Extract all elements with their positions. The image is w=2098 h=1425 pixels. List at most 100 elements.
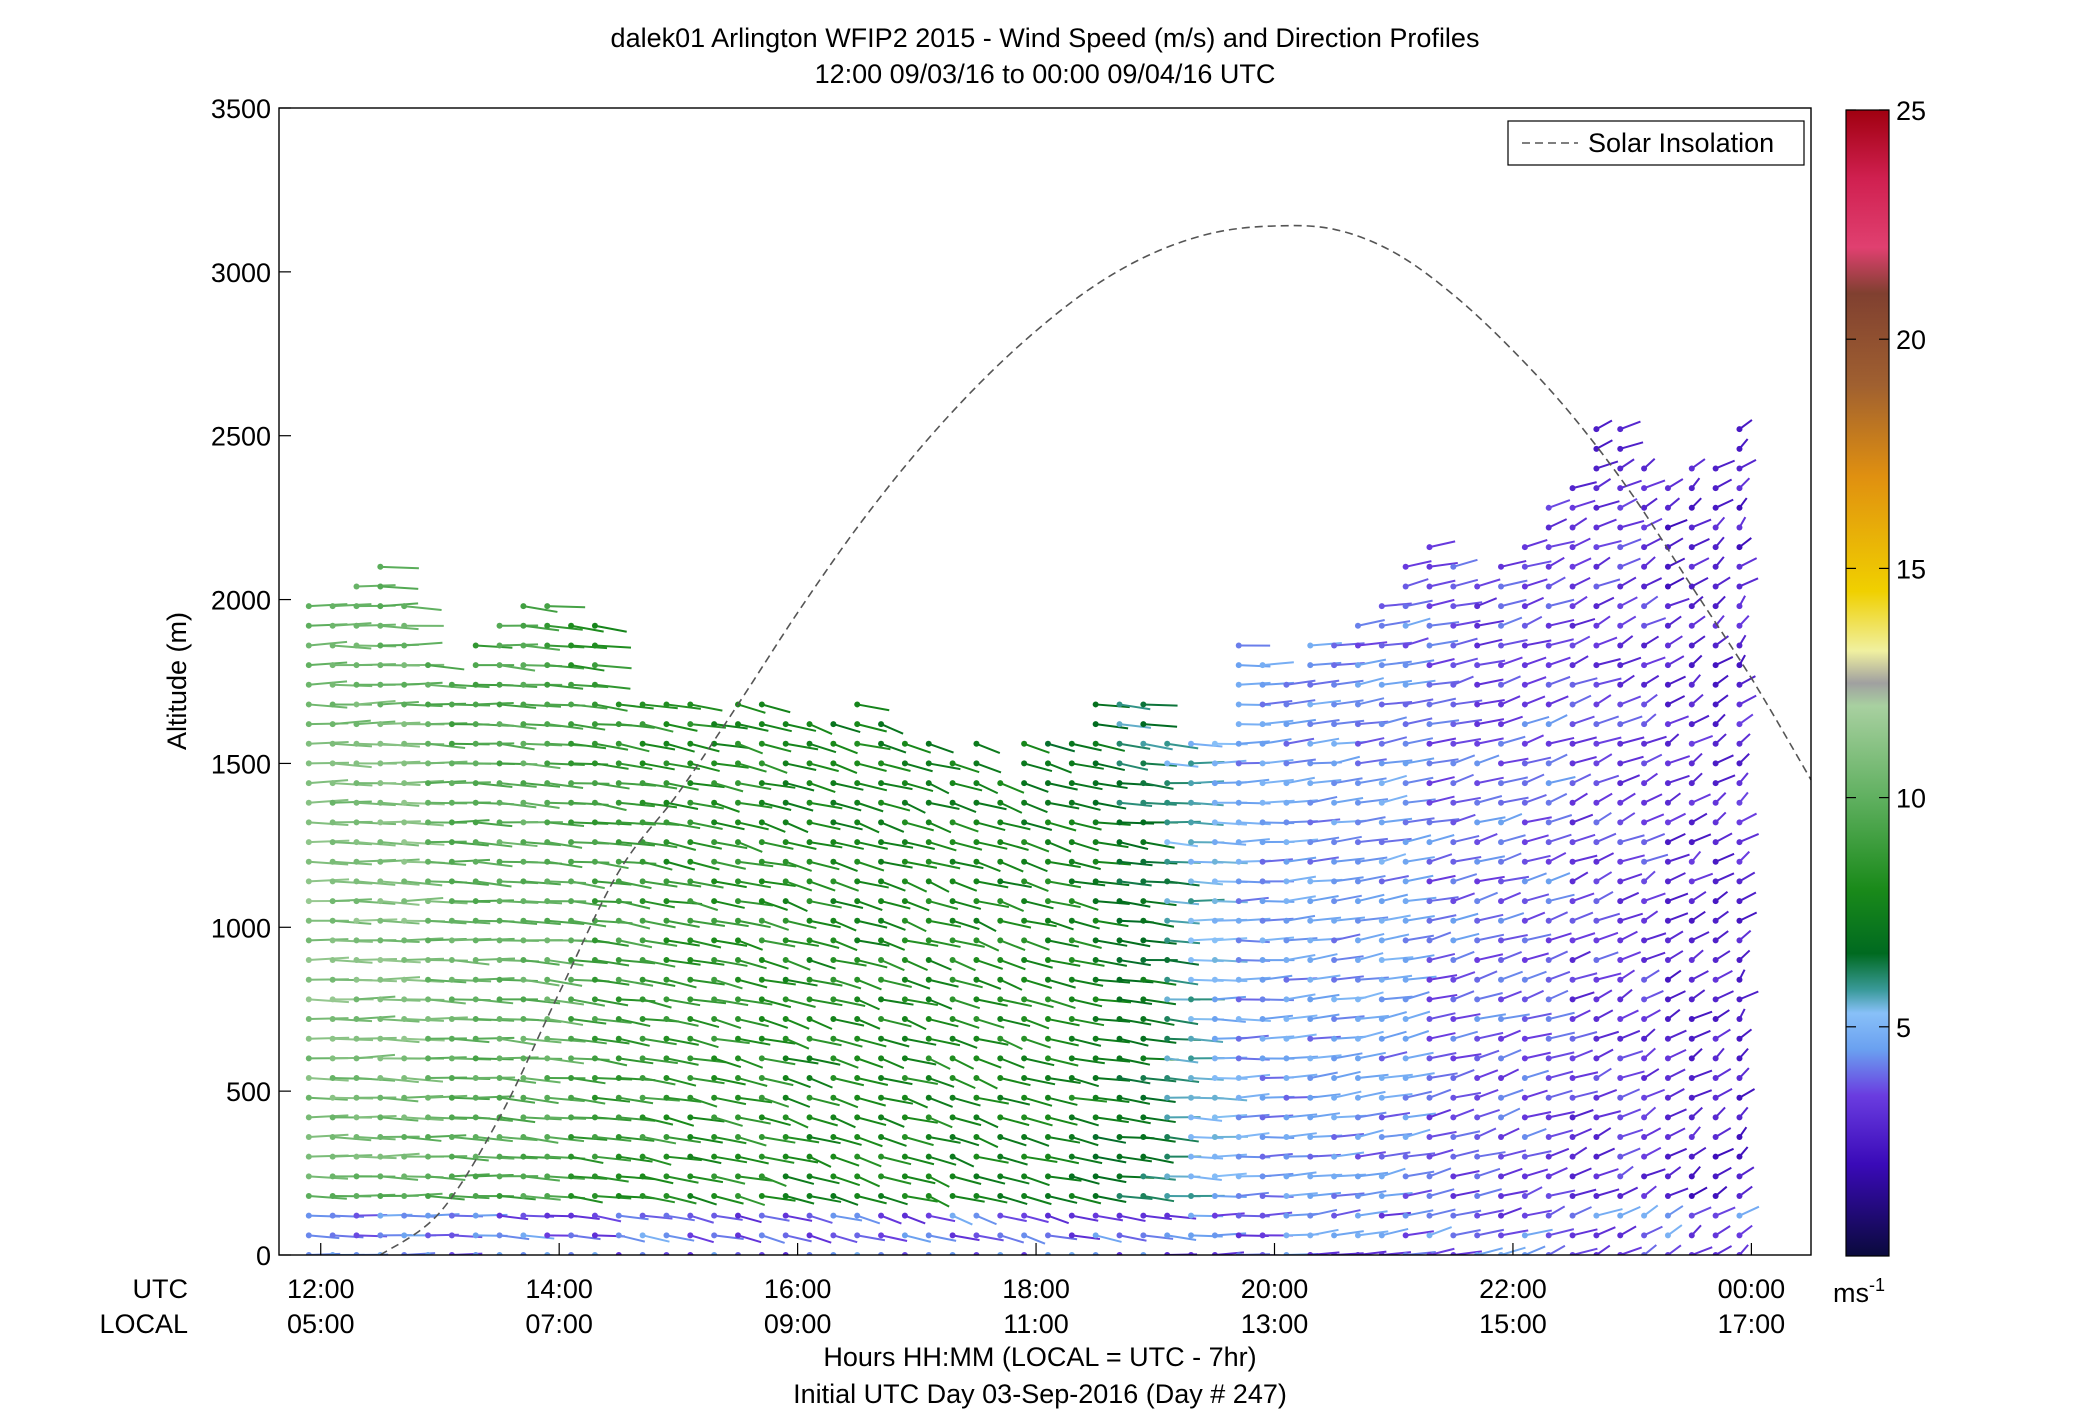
wind-barb-head <box>1378 721 1385 728</box>
wind-barb-head <box>1712 681 1719 688</box>
wind-barb <box>1334 857 1365 863</box>
wind-barb <box>1524 1245 1546 1255</box>
wind-barb <box>1572 736 1597 745</box>
wind-barb <box>880 880 906 892</box>
wind-barb-head <box>1354 1094 1361 1101</box>
wind-barb-head <box>1545 1055 1552 1062</box>
wind-barb <box>809 1214 833 1224</box>
wind-barb-head <box>1712 740 1719 747</box>
wind-barb-head <box>1283 1114 1290 1121</box>
wind-barb-head <box>1378 642 1385 649</box>
wind-barb-head <box>1307 1035 1314 1042</box>
wind-barb <box>904 978 931 990</box>
wind-barb-head <box>1593 996 1600 1003</box>
wind-barb-head <box>1712 957 1719 964</box>
wind-barb <box>1453 1228 1481 1237</box>
wind-barb <box>1643 617 1667 627</box>
wind-barb-head <box>1354 799 1361 806</box>
wind-barb-head <box>1307 1094 1314 1101</box>
wind-barb-head <box>1593 1252 1600 1255</box>
wind-barb-head <box>520 1094 527 1101</box>
wind-barb-head <box>735 740 742 747</box>
wind-barb-head <box>305 898 312 905</box>
wind-barb <box>1119 860 1153 867</box>
wind-barb <box>880 1096 914 1105</box>
wind-barb-head <box>806 721 813 728</box>
wind-barb-head <box>1545 937 1552 944</box>
wind-barb-head <box>1688 1016 1695 1023</box>
wind-barb-head <box>401 681 408 688</box>
wind-barb-head <box>1545 1212 1552 1219</box>
wind-barb <box>570 624 604 633</box>
wind-barb-head <box>353 780 360 787</box>
wind-barb-head <box>1688 485 1695 492</box>
wind-barb-head <box>1164 996 1171 1003</box>
wind-barb <box>1310 953 1338 962</box>
wind-barb-head <box>925 1094 932 1101</box>
wind-barb <box>1453 578 1479 588</box>
wind-barb-head <box>925 740 932 747</box>
wind-barb-head <box>1211 780 1218 787</box>
wind-barb <box>404 641 443 647</box>
wind-barb <box>1453 1130 1481 1139</box>
wind-barb <box>1596 931 1619 942</box>
wind-barb <box>404 1094 444 1099</box>
wind-barb <box>1405 1051 1434 1060</box>
wind-barb <box>1310 1112 1341 1119</box>
wind-barb-head <box>1211 996 1218 1003</box>
wind-barb-head <box>401 839 408 846</box>
wind-barb-head <box>544 1055 551 1062</box>
wind-barb-head <box>425 1252 432 1255</box>
wind-barb <box>666 880 702 888</box>
wind-barb-head <box>1354 1173 1361 1180</box>
wind-barb-head <box>1307 996 1314 1003</box>
wind-barb <box>1143 1155 1174 1164</box>
wind-barb-head <box>925 1134 932 1141</box>
wind-barb-head <box>901 957 908 964</box>
wind-barb-head <box>1188 1212 1195 1219</box>
wind-barb-head <box>830 898 837 905</box>
wind-barb-head <box>1259 957 1266 964</box>
wind-barb-head <box>1593 1134 1600 1141</box>
wind-barb <box>856 801 884 813</box>
wind-barb-head <box>1498 780 1505 787</box>
wind-barb-head <box>1283 917 1290 924</box>
wind-barb-head <box>425 1016 432 1023</box>
wind-barb-head <box>1354 1212 1361 1219</box>
wind-barb <box>1619 615 1637 627</box>
wind-barb-head <box>377 740 384 747</box>
wind-barb <box>856 1116 887 1127</box>
wind-barb <box>1548 1147 1570 1158</box>
wind-barb <box>713 1077 746 1086</box>
wind-barb <box>1500 1149 1527 1158</box>
wind-barb-head <box>353 917 360 924</box>
wind-barb-head <box>1712 1055 1719 1062</box>
wind-barb-head <box>1426 1193 1433 1200</box>
wind-barb <box>976 762 1002 774</box>
wind-barb-head <box>544 1075 551 1082</box>
wind-barb-head <box>425 898 432 905</box>
wind-barb-head <box>1521 1173 1528 1180</box>
colorbar-tick-label: 20 <box>1896 325 1926 355</box>
wind-barb-head <box>472 898 479 905</box>
wind-barb <box>1595 596 1615 608</box>
wind-barb <box>547 1116 587 1120</box>
wind-barb-head <box>591 1035 598 1042</box>
wind-barb-head <box>1235 898 1242 905</box>
wind-barb <box>761 860 797 868</box>
wind-barb-head <box>1450 858 1457 865</box>
wind-barb-head <box>1235 662 1242 669</box>
wind-barb <box>666 860 696 871</box>
wind-barb-head <box>830 740 837 747</box>
wind-barb <box>594 1175 629 1183</box>
wind-barb <box>308 839 350 844</box>
wind-barb <box>547 1136 585 1143</box>
wind-barb-head <box>1378 662 1385 669</box>
wind-barb-head <box>1331 1153 1338 1160</box>
wind-barb-head <box>1545 957 1552 964</box>
wind-barb <box>1405 578 1429 588</box>
wind-barb-head <box>806 780 813 787</box>
wind-barb-head <box>1044 1153 1051 1160</box>
wind-barb <box>1095 860 1131 866</box>
